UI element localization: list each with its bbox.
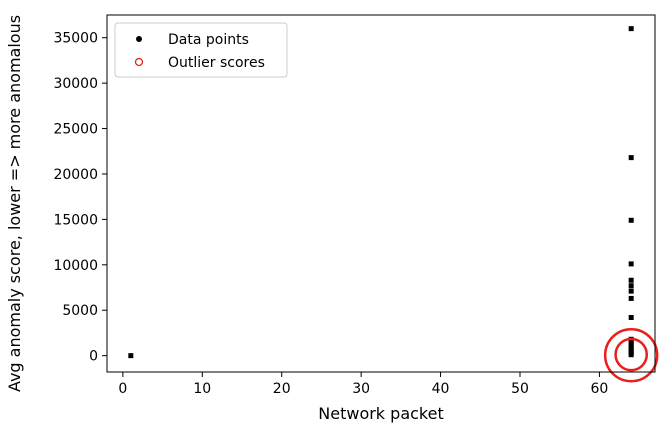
x-tick-label: 50: [511, 381, 529, 397]
x-tick-label: 20: [273, 381, 291, 397]
x-tick-label: 60: [590, 381, 608, 397]
y-tick-label: 25000: [53, 122, 98, 138]
x-tick-label: 0: [118, 381, 127, 397]
data-point: [628, 342, 634, 348]
data-point: [628, 283, 634, 289]
y-tick-label: 5000: [62, 303, 98, 319]
y-axis-ticks: 0 5000 10000 15000 20000 25000 30000 35000: [53, 31, 107, 365]
data-point: [628, 352, 634, 358]
legend: Data points Outlier scores: [114, 22, 288, 78]
y-tick-label: 30000: [53, 76, 98, 92]
y-tick-label: 15000: [53, 212, 98, 228]
legend-data-points-label: Data points: [168, 32, 249, 48]
x-tick-label: 40: [432, 381, 450, 397]
y-axis-label: Avg anomaly score, lower => more anomalo…: [5, 15, 24, 392]
y-tick-label: 35000: [53, 31, 98, 47]
outlier-circles-layer: [603, 327, 659, 383]
data-point: [628, 277, 634, 283]
data-point: [628, 155, 634, 161]
legend-outlier-scores-label: Outlier scores: [168, 55, 265, 71]
data-point: [628, 314, 634, 320]
data-point: [628, 26, 634, 32]
data-point: [628, 339, 634, 345]
legend-outlier-scores-marker: [134, 57, 144, 67]
outlier-circle: [603, 327, 659, 383]
legend-box: [114, 22, 288, 78]
data-point: [628, 217, 634, 223]
data-point: [628, 288, 634, 294]
plot-frame: [106, 14, 656, 373]
x-axis-label: Network packet: [318, 404, 443, 423]
x-axis-ticks: 0 10 20 30 40 50 60: [118, 372, 608, 397]
data-point: [128, 353, 134, 359]
y-tick-label: 10000: [53, 258, 98, 274]
data-points-layer: [128, 26, 634, 359]
legend-data-points-marker: [136, 36, 142, 42]
x-tick-label: 30: [352, 381, 370, 397]
y-tick-label: 20000: [53, 167, 98, 183]
y-tick-label: 0: [89, 349, 98, 365]
data-point: [628, 261, 634, 267]
x-tick-label: 10: [193, 381, 211, 397]
data-point: [628, 295, 634, 301]
outlier-circle: [614, 337, 649, 372]
